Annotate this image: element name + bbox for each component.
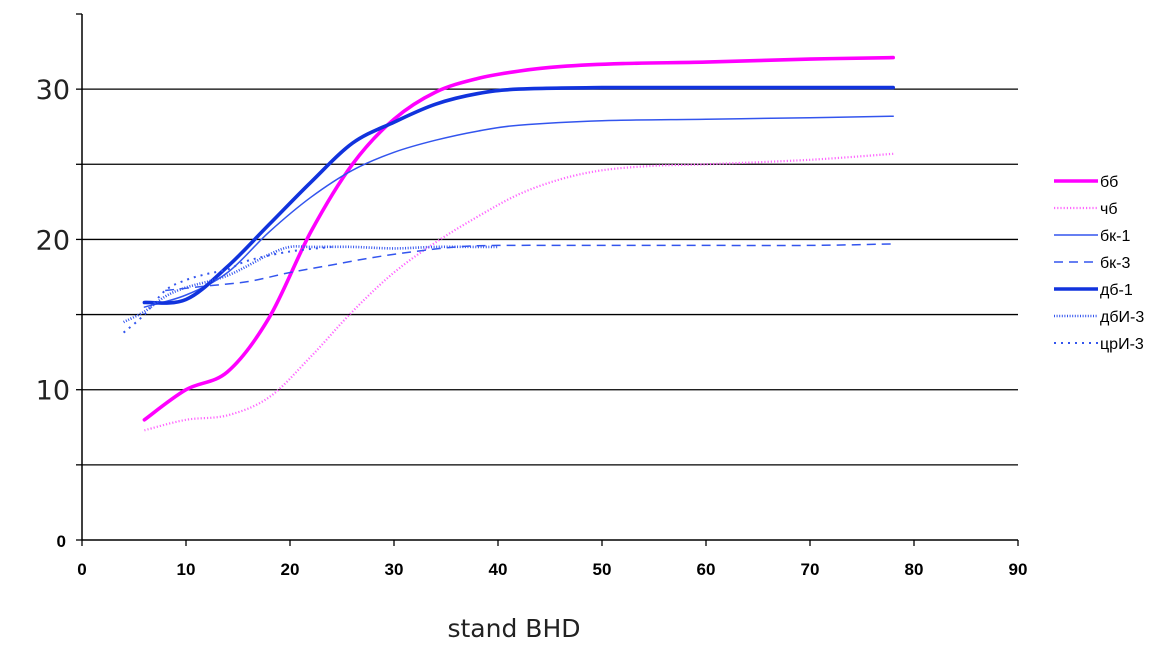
series-line-5 [123,245,498,324]
series-line-4 [142,85,895,305]
series-lines [122,55,895,432]
x-tick-label-5: 50 [593,560,612,579]
x-tick-label-0: 0 [77,560,86,579]
legend-label-6: црИ-3 [1100,336,1144,353]
x-axis-title: stand BHD [447,614,580,643]
y-tick-label-3: 30 [36,75,70,106]
series-line-0 [142,55,895,422]
x-tick-label-6: 60 [697,560,716,579]
legend-label-2: бк-1 [1100,228,1130,245]
x-tick-label-3: 30 [385,560,404,579]
legend-label-4: дб-1 [1100,282,1133,299]
legend: бб чб бк-1 бк-3 дб-1 дбИ-3 црИ-3 [1054,174,1144,353]
legend-label-1: чб [1100,201,1118,218]
series-line-2 [143,115,894,308]
x-tick-label-9: 90 [1009,560,1028,579]
series-line-3 [165,243,894,292]
x-tick-label-7: 70 [801,560,820,579]
x-tick-label-1: 10 [177,560,196,579]
y-tick-label-1: 10 [36,376,70,407]
legend-label-5: дбИ-3 [1100,309,1144,326]
axes [76,13,1019,546]
x-tick-label-2: 20 [281,560,300,579]
y-tick-label-2: 20 [36,225,70,256]
x-tick-label-4: 40 [489,560,508,579]
y-tick-label-0: 0 [57,532,66,551]
series-line-6 [122,245,332,334]
x-tick-label-8: 80 [905,560,924,579]
legend-label-0: бб [1100,174,1118,191]
legend-label-3: бк-3 [1100,255,1130,272]
series-line-1 [144,152,894,432]
tick-labels: 0 10 20 30 40 50 60 70 80 90 0 10 20 30 [36,75,1028,579]
